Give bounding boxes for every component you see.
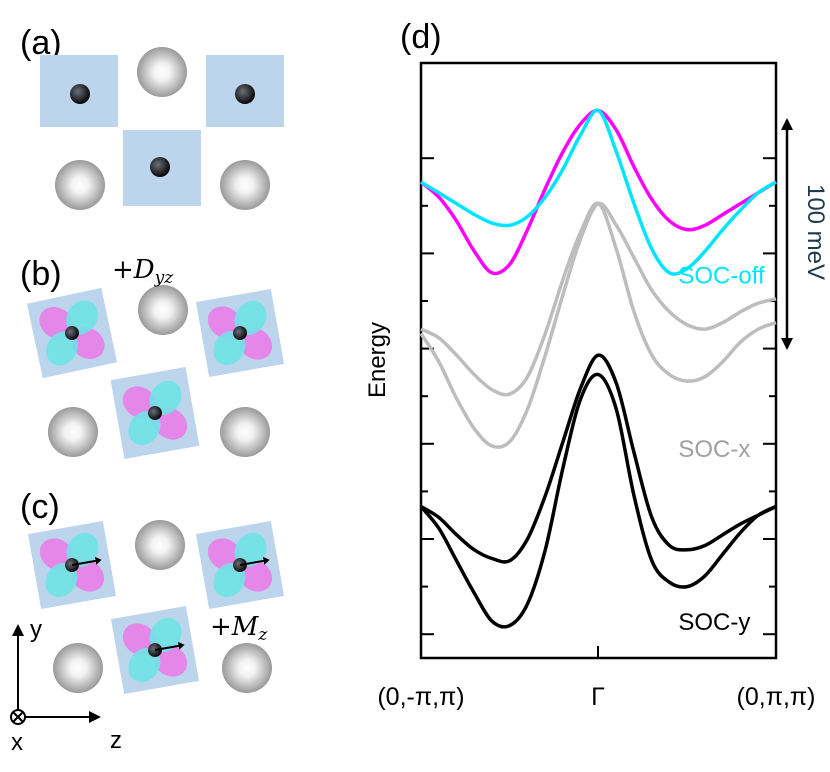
sphere: [135, 520, 185, 570]
band-chart: Energy (0,-π,π) Γ (0,π,π) SOC-offSOC-xSO…: [364, 61, 829, 711]
x-axis-label: x: [11, 729, 23, 756]
y-axis-label-energy: Energy: [364, 322, 391, 398]
panel-c-lattice: +Mz: [27, 520, 285, 695]
sphere: [222, 643, 272, 693]
y-ticks: [421, 157, 776, 636]
xtick-gamma: Γ: [591, 683, 605, 711]
panel-label-c: (c): [20, 488, 60, 526]
series-layer: [419, 108, 777, 629]
y-arrow-head: [12, 624, 24, 636]
z-arrow-head: [89, 711, 101, 723]
series-line-soc-off-0: [419, 108, 777, 276]
series-labels: SOC-off SOC-x SOC-y: [678, 263, 765, 636]
orbital-tile: [26, 287, 118, 379]
series-line-soc-x-3: [419, 201, 777, 449]
series-line-soc-y-5: [420, 353, 777, 564]
orbital-tile: [27, 520, 117, 610]
xtick-right: (0,π,π): [737, 683, 816, 711]
sphere: [48, 407, 98, 457]
orbital-tile: [195, 288, 285, 378]
panel-label-d: (d): [400, 18, 442, 56]
atom: [235, 84, 255, 104]
orbital-tile: [195, 520, 285, 610]
orbital-tile: [110, 605, 200, 695]
magnetization-annotation: +Mz: [210, 612, 268, 645]
series-label-soc-x: SOC-x: [678, 436, 750, 463]
sphere: [55, 160, 105, 210]
scale-bar: 100 meV: [781, 118, 829, 350]
atom: [150, 157, 170, 177]
scale-bar-arrow-top: [781, 118, 793, 130]
panel-a-lattice: [40, 47, 284, 210]
atom: [70, 84, 90, 104]
series-label-soc-y: SOC-y: [678, 609, 750, 636]
sphere: [138, 285, 188, 335]
orbital-tile: [110, 367, 200, 459]
series-line-soc-y-4: [419, 372, 777, 629]
xtick-left: (0,-π,π): [377, 683, 464, 711]
series-label-soc-off: SOC-off: [678, 263, 765, 290]
panel-b-lattice: +Dyz: [26, 255, 285, 459]
y-axis-label: y: [30, 616, 42, 643]
scale-bar-arrow-bottom: [781, 338, 793, 350]
series-line-soc-off-1: [420, 108, 777, 276]
scale-bar-label: 100 meV: [802, 184, 829, 280]
axes-inset: y z x: [10, 616, 122, 756]
dmi-annotation: +Dyz: [112, 255, 174, 288]
sphere: [137, 47, 187, 97]
z-axis-label: z: [110, 727, 122, 754]
sphere: [220, 407, 270, 457]
sphere: [53, 643, 103, 693]
sphere: [220, 160, 270, 210]
panel-label-b: (b): [20, 255, 62, 293]
